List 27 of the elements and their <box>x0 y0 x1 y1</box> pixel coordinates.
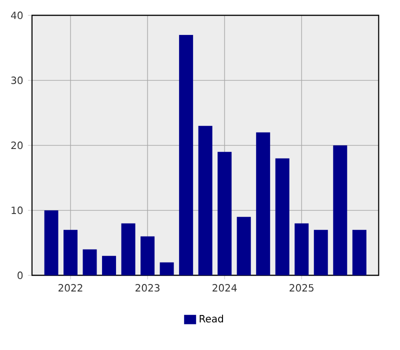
y-tick-label: 20 <box>11 142 23 150</box>
legend-label: Read <box>200 314 223 322</box>
bar <box>352 230 366 276</box>
bar <box>160 262 174 276</box>
bar <box>294 223 309 276</box>
bar <box>64 230 78 276</box>
bar <box>198 126 212 276</box>
bar <box>236 216 251 276</box>
y-tick-label: 10 <box>12 206 23 214</box>
bar <box>179 34 194 276</box>
bar <box>102 256 116 276</box>
y-tick-label: 30 <box>11 76 23 84</box>
x-tick-label: 2024 <box>212 284 237 292</box>
bar <box>314 230 328 276</box>
bar <box>121 223 136 276</box>
x-tick-label: 2022 <box>58 284 82 292</box>
y-tick-label: 40 <box>11 12 23 20</box>
x-tick-label: 2023 <box>136 284 160 292</box>
bar <box>140 236 155 276</box>
bar <box>82 249 97 276</box>
bar <box>256 132 270 276</box>
y-tick-label: 0 <box>18 272 23 280</box>
bar <box>44 210 58 276</box>
bar <box>333 145 348 276</box>
bar <box>275 158 290 276</box>
bar <box>218 152 232 276</box>
x-tick-label: 2025 <box>290 284 314 292</box>
